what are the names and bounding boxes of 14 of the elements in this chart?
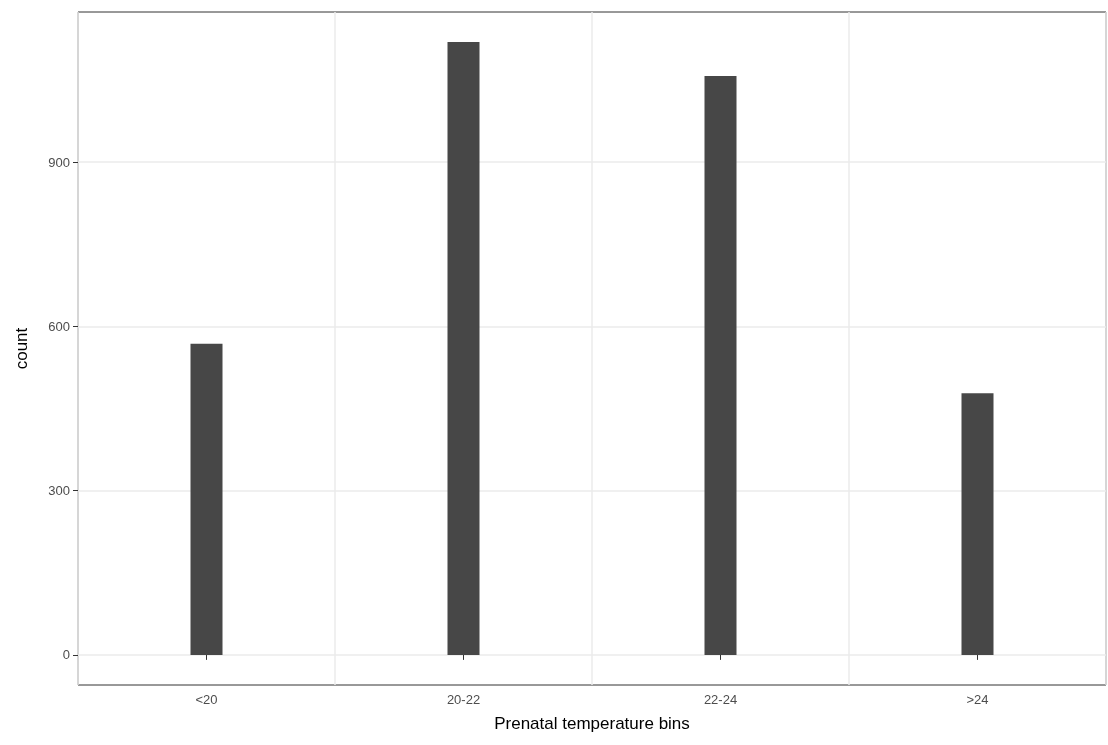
y-tick-label: 600 — [48, 318, 70, 334]
bar — [704, 76, 737, 655]
bar — [961, 393, 994, 655]
bar — [447, 42, 480, 655]
x-tick-label: >24 — [966, 692, 989, 707]
y-tick-label: 300 — [48, 483, 70, 499]
y-tick-label: 900 — [48, 154, 70, 170]
x-tick-label: <20 — [195, 692, 218, 707]
x-tick-label: 22-24 — [703, 692, 738, 707]
y-axis-title: count — [12, 327, 31, 370]
x-tick-label: 20-22 — [446, 692, 481, 707]
bar — [190, 343, 223, 655]
x-axis-title: Prenatal temperature bins — [494, 714, 690, 733]
y-tick-label: 0 — [62, 647, 70, 663]
